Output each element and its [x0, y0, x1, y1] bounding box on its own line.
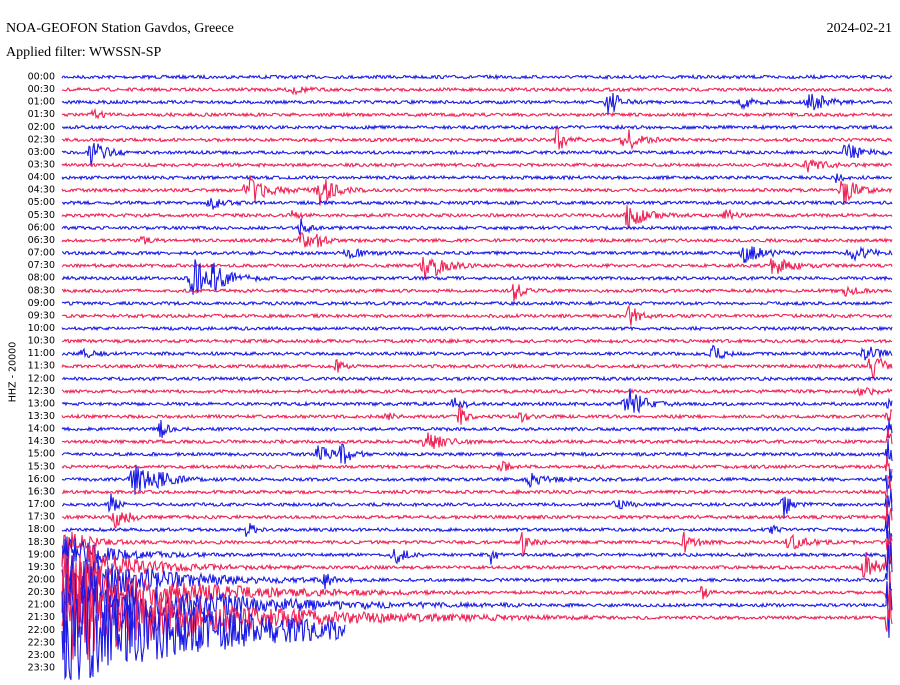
- trace: [61, 559, 893, 624]
- trace: [62, 124, 893, 131]
- time-label: 15:00: [28, 449, 55, 460]
- trace: [61, 284, 893, 302]
- time-label: 01:00: [28, 97, 55, 108]
- trace: [61, 85, 893, 96]
- time-label: 18:00: [28, 524, 55, 535]
- trace: [61, 198, 893, 210]
- station-title: NOA-GEOFON Station Gavdos, Greece: [6, 21, 234, 36]
- trace: [61, 175, 893, 206]
- time-label: 10:00: [28, 323, 55, 334]
- time-label: 06:00: [28, 222, 55, 233]
- trace: [61, 531, 893, 560]
- trace: [61, 585, 346, 681]
- time-label: 09:00: [28, 298, 55, 309]
- trace: [61, 438, 893, 464]
- time-label: 13:00: [28, 398, 55, 409]
- trace: [61, 107, 893, 120]
- trace: [61, 205, 893, 230]
- trace: [61, 539, 893, 597]
- time-label: 02:30: [28, 134, 55, 145]
- time-label: 09:30: [28, 310, 55, 321]
- trace: [61, 530, 893, 573]
- trace: [61, 256, 893, 280]
- trace: [61, 357, 893, 381]
- time-label: 17:00: [28, 499, 55, 510]
- time-label: 12:30: [28, 386, 55, 397]
- time-label: 20:30: [28, 587, 55, 598]
- time-label: 17:30: [28, 512, 55, 523]
- time-label: 22:30: [28, 637, 55, 648]
- time-label: 19:30: [28, 562, 55, 573]
- time-label: 05:30: [28, 210, 55, 221]
- time-label: 23:00: [28, 650, 55, 661]
- time-label: 04:00: [28, 172, 55, 183]
- trace: [61, 375, 893, 383]
- trace: [61, 73, 893, 81]
- time-label: 13:30: [28, 411, 55, 422]
- trace: [61, 386, 893, 397]
- channel-label: HHZ - 20000: [8, 342, 19, 402]
- time-label: 05:00: [28, 197, 55, 208]
- trace: [61, 245, 893, 264]
- trace: [61, 173, 893, 184]
- time-label: 00:00: [28, 72, 55, 83]
- time-label: 12:00: [28, 373, 55, 384]
- date: 2024-02-21: [827, 21, 892, 36]
- trace: [61, 158, 893, 173]
- trace: [61, 232, 893, 248]
- trace: [61, 419, 893, 438]
- trace: [61, 428, 893, 449]
- time-label: 19:00: [28, 549, 55, 560]
- trace: [61, 325, 893, 332]
- time-label: 08:00: [28, 273, 55, 284]
- time-label: 00:30: [28, 84, 55, 95]
- trace: [61, 127, 893, 151]
- time-label: 11:00: [28, 348, 55, 359]
- time-label: 11:30: [28, 361, 55, 372]
- trace: [61, 388, 893, 414]
- time-label: 10:30: [28, 336, 55, 347]
- trace: [61, 304, 893, 326]
- trace: [61, 573, 893, 660]
- time-label: 21:30: [28, 612, 55, 623]
- trace: [61, 475, 893, 503]
- trace: [61, 405, 893, 425]
- time-label: 23:30: [28, 663, 55, 674]
- trace: [61, 92, 893, 114]
- trace: [61, 259, 893, 295]
- traces: [61, 73, 893, 681]
- trace: [61, 464, 893, 495]
- time-label: 20:00: [28, 574, 55, 585]
- trace: [61, 545, 893, 609]
- time-label: 21:00: [28, 600, 55, 611]
- filter: Applied filter: WWSSN-SP: [6, 45, 162, 60]
- time-label: 03:30: [28, 160, 55, 171]
- time-label: 15:30: [28, 461, 55, 472]
- time-label: 14:00: [28, 424, 55, 435]
- time-label: 22:00: [28, 625, 55, 636]
- time-label: 16:00: [28, 474, 55, 485]
- time-label: 08:30: [28, 285, 55, 296]
- time-label: 18:30: [28, 537, 55, 548]
- time-label: 04:30: [28, 185, 55, 196]
- time-label: 16:30: [28, 486, 55, 497]
- time-label: 07:00: [28, 248, 55, 259]
- time-label: 14:30: [28, 436, 55, 447]
- trace: [61, 344, 893, 361]
- trace: [61, 456, 893, 481]
- time-label: 02:00: [28, 122, 55, 133]
- trace: [61, 501, 893, 529]
- trace: [62, 300, 893, 307]
- trace: [61, 218, 893, 236]
- trace: [61, 489, 893, 518]
- time-label: 03:00: [28, 147, 55, 158]
- trace: [61, 337, 893, 345]
- trace: [61, 565, 893, 647]
- trace: [61, 514, 893, 544]
- time-label: 06:30: [28, 235, 55, 246]
- time-label: 01:30: [28, 109, 55, 120]
- trace: [61, 142, 893, 167]
- time-label: 07:30: [28, 260, 55, 271]
